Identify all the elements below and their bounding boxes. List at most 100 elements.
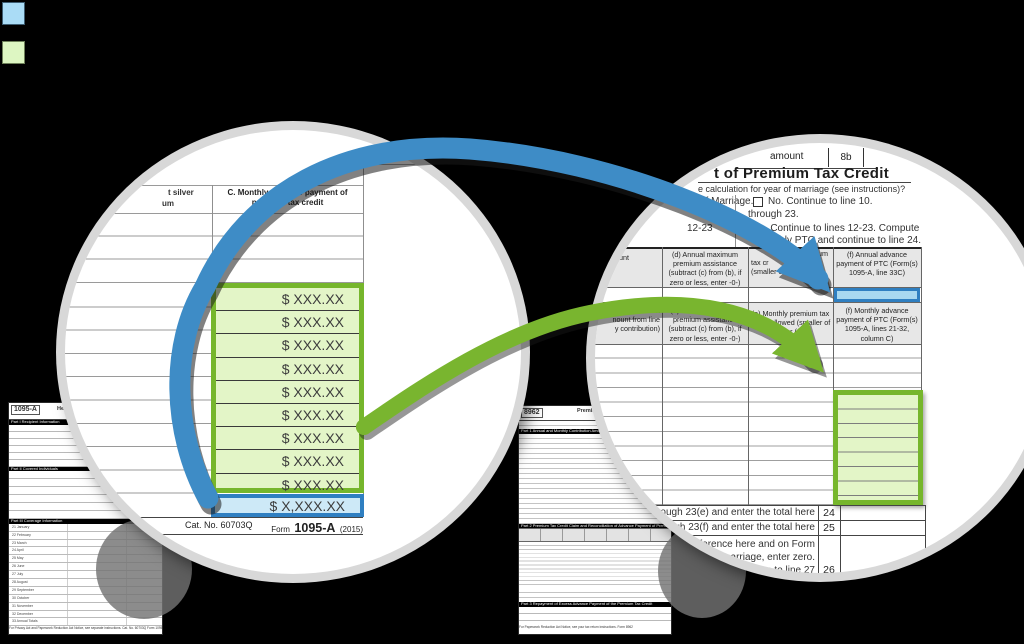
thumb-1095a-part3-bar: Part III Coverage Information: [9, 519, 162, 524]
amount-row: $ XXX.XX: [216, 450, 359, 474]
monthly-ptc-continue: monthly PTC and continue to line 24.: [757, 235, 921, 246]
col-c-header: C. Monthly advance payment of premium ta…: [227, 188, 348, 208]
thumb-8962-part3-bar: Part 3 Repayment of Excess Advance Payme…: [519, 602, 671, 607]
thumb-8962-column-headers: [519, 528, 671, 543]
monthly-col-c-fragment: y contribution nount from line y contrib…: [605, 306, 660, 334]
no-continue-line10: No. Continue to line 10.: [768, 196, 873, 207]
column-divider: [748, 247, 749, 505]
thumb-8962-part3-rows: [519, 606, 671, 625]
line26-number: 26: [823, 564, 835, 573]
no-checkbox-icon: [737, 224, 747, 234]
amount-row: $ XXX.XX: [216, 427, 359, 451]
legend-blue-swatch: [2, 2, 25, 25]
month-row: 22 February: [9, 531, 162, 540]
magnifier-1095a: t silver um C. Monthly advance payment o…: [65, 130, 521, 574]
line25-text: gh 23(f) and enter the total here: [674, 522, 815, 533]
green-highlight-8962-column-f: [833, 390, 923, 505]
monthly-col-e-header: (e) Monthly premium tax credit allowed (…: [750, 309, 831, 337]
blue-highlight-8962-line11f: [834, 288, 920, 302]
table-right-edge: [921, 247, 922, 505]
footer-form-number: 1095-A: [294, 521, 336, 535]
no-continue-lines-12-23: No. Continue to lines 12-23. Compute: [752, 223, 920, 234]
annual-e2: tax cr: [751, 258, 769, 267]
rule-line: [925, 505, 926, 573]
footer-cat-number: Cat. No. 60703Q: [185, 520, 253, 530]
annual-c1: mount: [609, 253, 629, 262]
amount-row: $ XXX.XX: [216, 311, 359, 335]
thumb-1095a-month-table: 21 January 22 February 23 March 24 April…: [9, 523, 162, 627]
premium-tax-credit-title: t of Premium Tax Credit: [714, 165, 889, 182]
thumb-8962-form-number: 8962: [521, 408, 543, 418]
monthly-col-d-header: (d) Monthly maximum premium assistance (…: [668, 306, 742, 343]
monthly-c3: y contribution): [614, 324, 660, 334]
amount-row: $ XXX.XX: [216, 404, 359, 428]
month-row: 31 November: [9, 602, 162, 611]
annual-col-c-fragment: mount a): [609, 253, 659, 271]
legend-green-swatch: [2, 41, 25, 64]
marriage-question: e calculation for year of marriage (see …: [698, 184, 906, 194]
month-row: 32 December: [9, 610, 162, 619]
monthly-col-f-header: (f) Monthly advance payment of PTC (Form…: [836, 306, 918, 343]
footer-form-id: Form 1095-A (2015): [235, 519, 363, 537]
table-rows-upper: [65, 213, 363, 284]
thumb-8962-footer: For Paperwork Reduction Act Notice, see …: [519, 624, 633, 629]
monthly-c1: y contribution: [617, 306, 660, 315]
rule-line: [655, 505, 925, 506]
line26-text-3: inue to line 27: [752, 565, 815, 573]
month-row: 23 March: [9, 539, 162, 548]
annual-col-f-header: (f) Annual advance payment of PTC (Form(…: [836, 250, 918, 278]
month-row: 24 April: [9, 547, 162, 556]
month-row: 29 September: [9, 586, 162, 595]
footer-form-year: (2015): [339, 525, 363, 534]
of-marriage-fragment: of Marriage.: [700, 196, 754, 207]
month-row: 25 May: [9, 555, 162, 564]
rule-line: [655, 520, 925, 521]
line26-text-1: ference here and on Form: [699, 539, 815, 550]
rule-line: [65, 185, 363, 186]
line24-text: through 23(e) and enter the total here: [648, 507, 815, 518]
no-checkbox-icon: [753, 197, 763, 207]
annual-c2: a): [609, 262, 616, 272]
table-top-edge: [595, 247, 921, 249]
annual-col-e-fragment2: tax cr (smaller o: [751, 258, 791, 276]
table-rows-left-column: [65, 284, 211, 516]
annual-e1: premium: [800, 249, 828, 258]
rule-line: [363, 164, 447, 165]
month-row: 21 January: [9, 523, 162, 532]
month-row: 26 June: [9, 563, 162, 572]
month-row: 33 Annual Totals: [9, 618, 162, 627]
amount-row: $ XXX.XX: [281, 476, 344, 493]
rule-line: [818, 505, 819, 573]
footer-form-word: Form: [271, 525, 290, 534]
month-row: 30 October: [9, 594, 162, 603]
lines-12-23-label: 12-23: [687, 223, 713, 234]
green-highlight-1095a-column-c: $ XXX.XX $ XXX.XX $ XXX.XX $ XXX.XX $ XX…: [211, 283, 364, 493]
column-divider: [833, 247, 834, 505]
thumb-8962-part2-bar: Part 2 Premium Tax Credit Claim and Reco…: [519, 523, 671, 529]
amount-row: $ XXX.XX: [216, 288, 359, 312]
annual-col-d-header: (d) Annual maximum premium assistance (s…: [668, 250, 742, 287]
col-b-header-fragment: t silver: [168, 188, 194, 197]
amount-row: $ XXX.XX: [216, 358, 359, 381]
thumb-1095a-form-number: 1095-A: [11, 405, 40, 415]
rule-line: [698, 182, 911, 183]
magnifier-8962: amount 8b t of Premium Tax Credit e calc…: [595, 143, 1024, 573]
form-bottom-edge: [75, 534, 363, 535]
thumb-1095a-footer: For Privacy Act and Paperwork Reduction …: [9, 626, 162, 631]
col-b-header-fragment2: um: [162, 199, 174, 208]
annual-col-e-fragment: premium: [778, 249, 828, 258]
amount-row: $ XXX.XX: [216, 381, 359, 404]
blue-highlight-1095a-line33c: $ X,XXX.XX: [211, 494, 364, 517]
column-divider: [662, 247, 663, 505]
monthly-c2: nount from line: [612, 315, 660, 325]
line26-text-2: marriage, enter zero.: [722, 552, 815, 563]
rule-line: [65, 517, 363, 518]
annual-e3: (smaller o: [751, 267, 783, 277]
line24-number: 24: [823, 507, 835, 519]
line25-number: 25: [823, 522, 835, 534]
amount-row: $ XXX.XX: [216, 334, 359, 358]
rule-line: [655, 535, 925, 536]
month-row: 27 July: [9, 571, 162, 580]
rule-line: [735, 195, 736, 247]
